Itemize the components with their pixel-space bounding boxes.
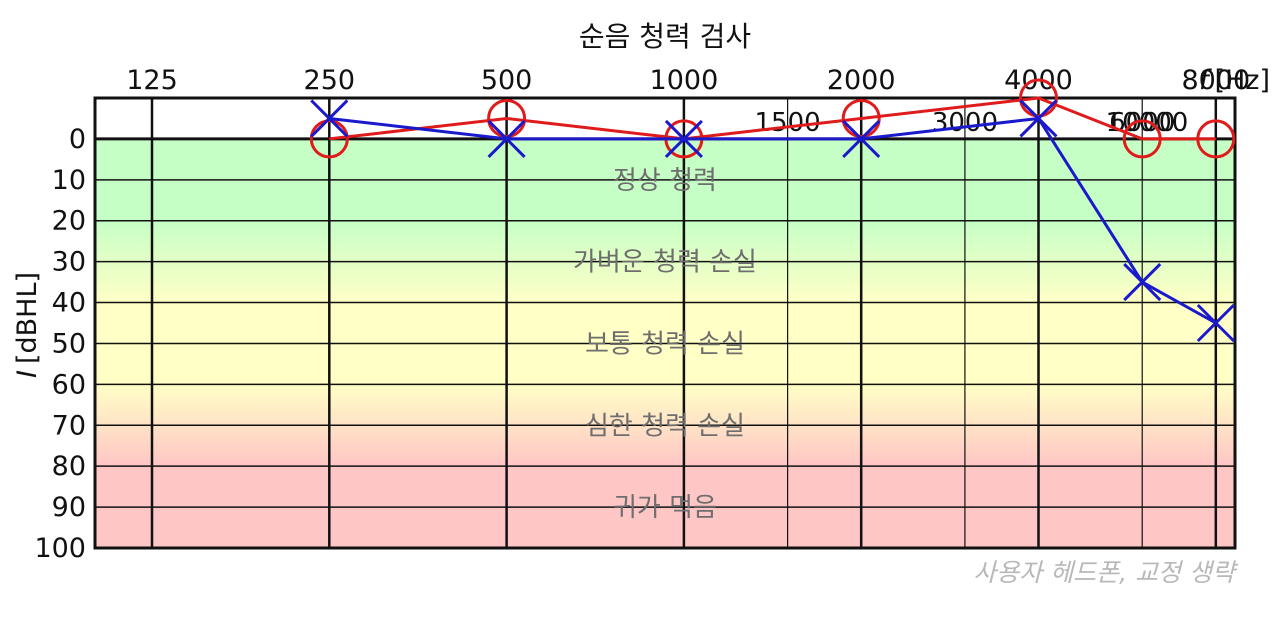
y-tick-label-30: 30 [52, 247, 86, 278]
series-circle-line [329, 96, 1216, 141]
chart-title: 순음 청력 검사 [579, 20, 751, 53]
y-tick-label-0: 0 [69, 124, 86, 155]
series-circle-point-2000 [841, 98, 881, 138]
y-tick-label-10: 10 [52, 165, 86, 196]
x-tick-label-500: 500 [481, 65, 533, 96]
x-tick-label-2000: 2000 [827, 65, 896, 96]
series-cross-point-4000 [1019, 99, 1058, 138]
y-tick-label-50: 50 [52, 328, 86, 359]
series-circle-point-4000 [1019, 78, 1058, 118]
series-cross-point-6000 [1123, 263, 1162, 302]
series-cross-point-2000 [842, 119, 881, 158]
series-cross-point-1000 [664, 119, 703, 158]
y-tick-label-100: 100 [34, 533, 86, 564]
y-tick-label-80: 80 [52, 451, 86, 482]
y-tick-label-90: 90 [52, 492, 86, 523]
x-tick-label-8000: 8000 [1181, 65, 1250, 96]
y-tick-label-70: 70 [52, 410, 86, 441]
series-circle-point-250 [309, 119, 349, 159]
x-minor-tick-label-6000: 6000 [1109, 108, 1175, 138]
calibration-note: 사용자 헤드폰, 교정 생략 [973, 558, 1239, 587]
series-circle-point-6000 [1122, 119, 1162, 159]
y-tick-label-20: 20 [52, 206, 86, 237]
band-label-2: 보통 청력 손실 [585, 329, 745, 359]
series-cross-point-500 [487, 119, 526, 158]
series-cross-point-8000 [1196, 303, 1235, 343]
y-axis-label: I [dBHL] [12, 272, 43, 378]
x-axis-unit: [Hz] [1214, 65, 1270, 96]
series-circle-point-500 [487, 98, 527, 138]
band-label-1: 가벼운 청력 손실 [573, 248, 757, 278]
y-tick-label-40: 40 [52, 288, 86, 319]
y-tick-label-60: 60 [52, 369, 86, 400]
series-circle-point-8000 [1196, 119, 1236, 159]
series-cross-point-250 [310, 99, 349, 138]
series-cross [310, 99, 1235, 343]
grid-lines [95, 98, 1235, 549]
x-tick-label-125: 125 [126, 65, 178, 96]
y-axis-unit: [dBHL] [12, 272, 43, 364]
plot-frame [93, 96, 1237, 550]
data-series [309, 78, 1236, 343]
y-tick-labels: 0 10 20 30 40 50 60 70 80 90 100 [34, 124, 86, 564]
band-label-3: 심한 청력 손실 [585, 411, 745, 441]
y-axis-symbol: I [12, 370, 43, 378]
band-label-4: 귀가 먹음 [613, 493, 717, 523]
x-tick-label-250: 250 [304, 65, 356, 96]
band-label-0: 정상 청력 [613, 166, 717, 196]
x-major-tick-labels: 125 250 500 1000 2000 4000 8000 [126, 65, 1250, 96]
x-tick-label-1000: 1000 [650, 65, 719, 96]
